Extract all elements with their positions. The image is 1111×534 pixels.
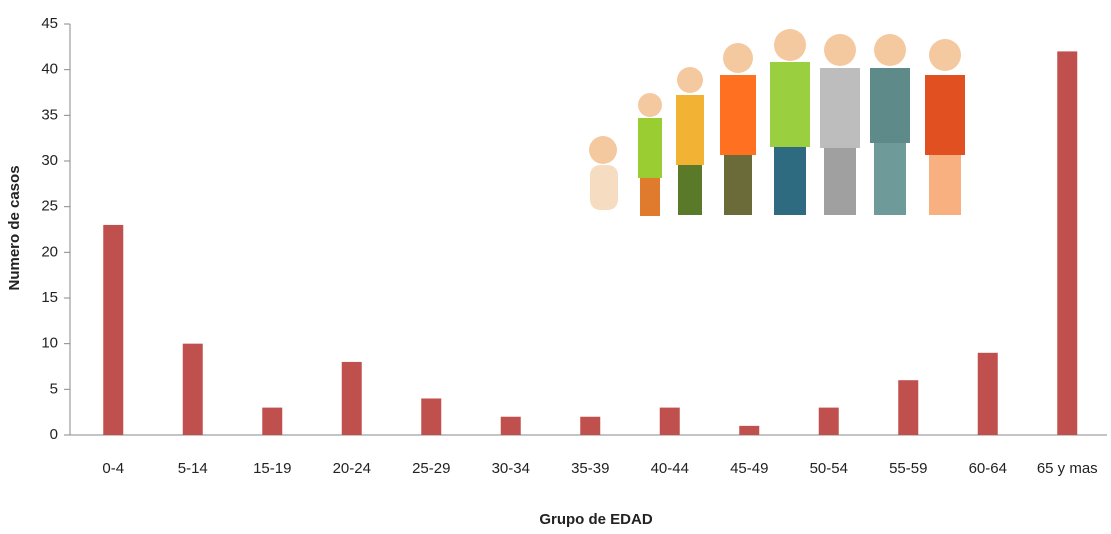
bar [421, 398, 441, 435]
x-tick-label: 50-54 [810, 460, 848, 477]
x-tick-label: 65 y mas [1037, 460, 1098, 477]
bar [739, 426, 759, 435]
x-tick-label: 20-24 [333, 460, 371, 477]
bar [660, 408, 680, 435]
x-tick-label: 45-49 [730, 460, 768, 477]
y-tick-label: 5 [50, 380, 58, 397]
bar [342, 362, 362, 435]
x-tick-label: 0-4 [102, 460, 124, 477]
bar [898, 380, 918, 435]
bar [580, 417, 600, 435]
chart: Grupo de EDAD Numero de casos 0 5 10 15 20 25… [0, 0, 1111, 534]
y-axis-title: Numero de casos [6, 165, 23, 290]
bar [103, 225, 123, 435]
bar [978, 353, 998, 435]
y-tick-label: 35 [41, 106, 58, 123]
x-tick-label: 35-39 [571, 460, 609, 477]
bar [501, 417, 521, 435]
people-illustration [589, 29, 965, 216]
y-tick-label: 15 [41, 289, 58, 306]
bar [183, 344, 203, 435]
y-tick-label: 25 [41, 198, 58, 215]
y-tick-label: 45 [41, 15, 58, 32]
y-tick-label: 40 [41, 61, 58, 78]
x-tick-label: 55-59 [889, 460, 927, 477]
x-tick-label: 5-14 [178, 460, 208, 477]
x-tick-label: 60-64 [969, 460, 1007, 477]
x-tick-label: 30-34 [492, 460, 530, 477]
y-tick-label: 0 [50, 426, 58, 443]
bar [1057, 51, 1077, 435]
x-axis-title: Grupo de EDAD [539, 511, 653, 528]
y-tick-label: 10 [41, 335, 58, 352]
bar [262, 408, 282, 435]
x-tick-label: 40-44 [651, 460, 689, 477]
y-tick-label: 30 [41, 152, 58, 169]
x-tick-label: 25-29 [412, 460, 450, 477]
bar [819, 408, 839, 435]
x-tick-label: 15-19 [253, 460, 291, 477]
y-tick-label: 20 [41, 243, 58, 260]
